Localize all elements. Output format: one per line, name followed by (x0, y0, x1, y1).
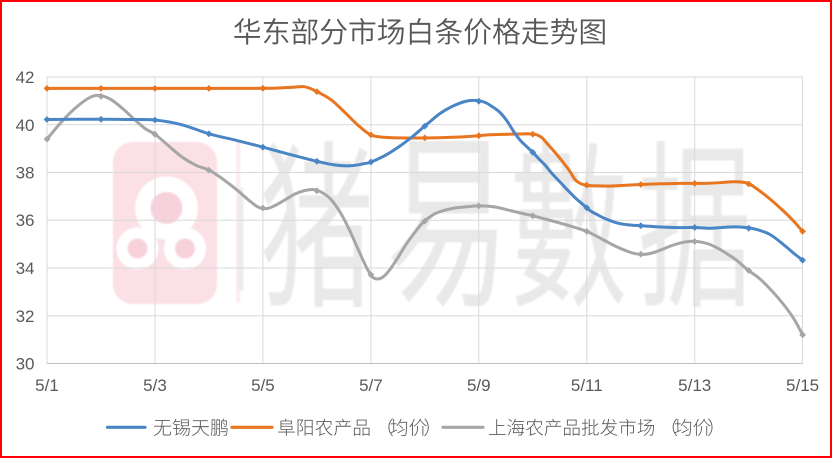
svg-text:5/11: 5/11 (571, 376, 603, 395)
svg-text:42: 42 (16, 68, 35, 87)
svg-text:30: 30 (16, 355, 35, 374)
svg-text:36: 36 (16, 211, 35, 230)
svg-text:32: 32 (16, 307, 35, 326)
svg-text:5/7: 5/7 (359, 376, 383, 395)
svg-text:5/3: 5/3 (143, 376, 167, 395)
svg-text:5/5: 5/5 (251, 376, 275, 395)
svg-text:34: 34 (16, 259, 35, 278)
svg-text:5/15: 5/15 (786, 376, 819, 395)
svg-text:5/1: 5/1 (35, 376, 59, 395)
svg-text:5/13: 5/13 (678, 376, 711, 395)
svg-text:40: 40 (16, 116, 35, 135)
svg-text:5/9: 5/9 (467, 376, 491, 395)
svg-text:38: 38 (16, 164, 35, 183)
